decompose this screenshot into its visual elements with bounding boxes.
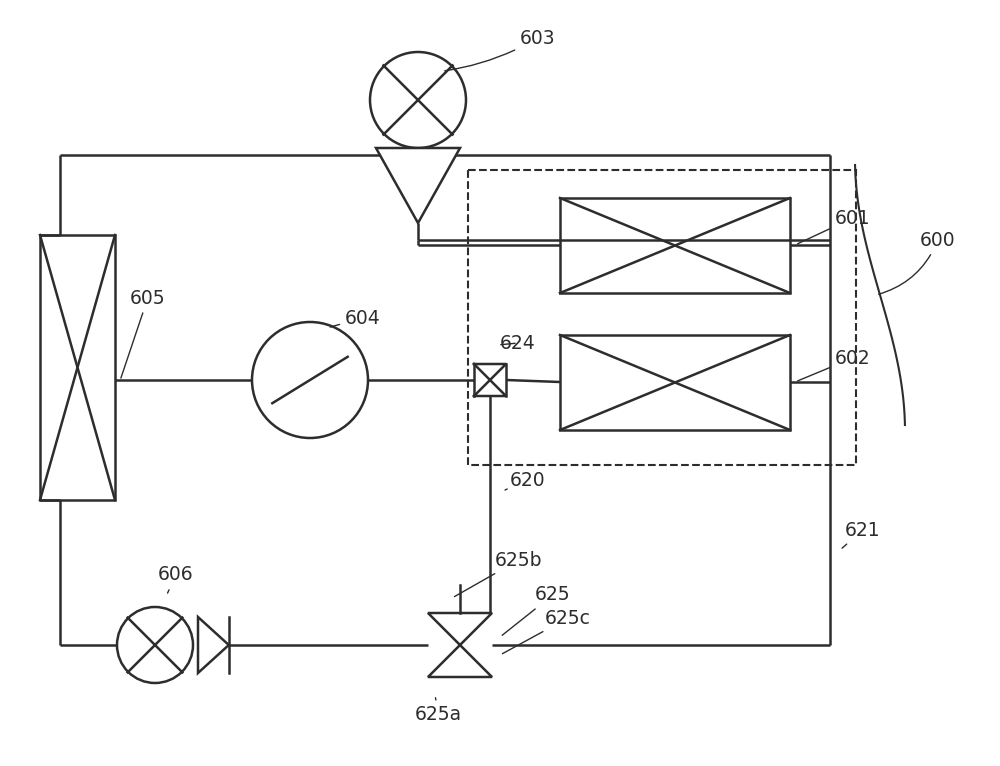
Polygon shape (428, 613, 492, 645)
Text: 625c: 625c (502, 608, 591, 653)
Circle shape (117, 607, 193, 683)
Text: 604: 604 (330, 309, 381, 328)
Bar (40, 235, 115, 500)
Bar (560, 335, 790, 430)
Circle shape (370, 52, 466, 148)
Text: 625b: 625b (454, 551, 542, 597)
Polygon shape (198, 617, 229, 673)
Text: 624: 624 (500, 333, 536, 352)
Text: 621: 621 (842, 521, 881, 548)
Text: 600: 600 (879, 231, 956, 294)
Bar (468, 170, 856, 465)
Text: 603: 603 (445, 28, 556, 70)
Polygon shape (428, 645, 492, 677)
Text: 601: 601 (798, 208, 871, 244)
Text: 620: 620 (505, 470, 546, 490)
Bar (560, 198, 790, 293)
Text: 625a: 625a (415, 698, 462, 725)
Text: 602: 602 (798, 349, 871, 381)
Circle shape (252, 322, 368, 438)
Polygon shape (376, 148, 460, 223)
Text: 625: 625 (502, 585, 571, 635)
Text: 605: 605 (121, 289, 166, 378)
Text: 606: 606 (158, 565, 194, 593)
